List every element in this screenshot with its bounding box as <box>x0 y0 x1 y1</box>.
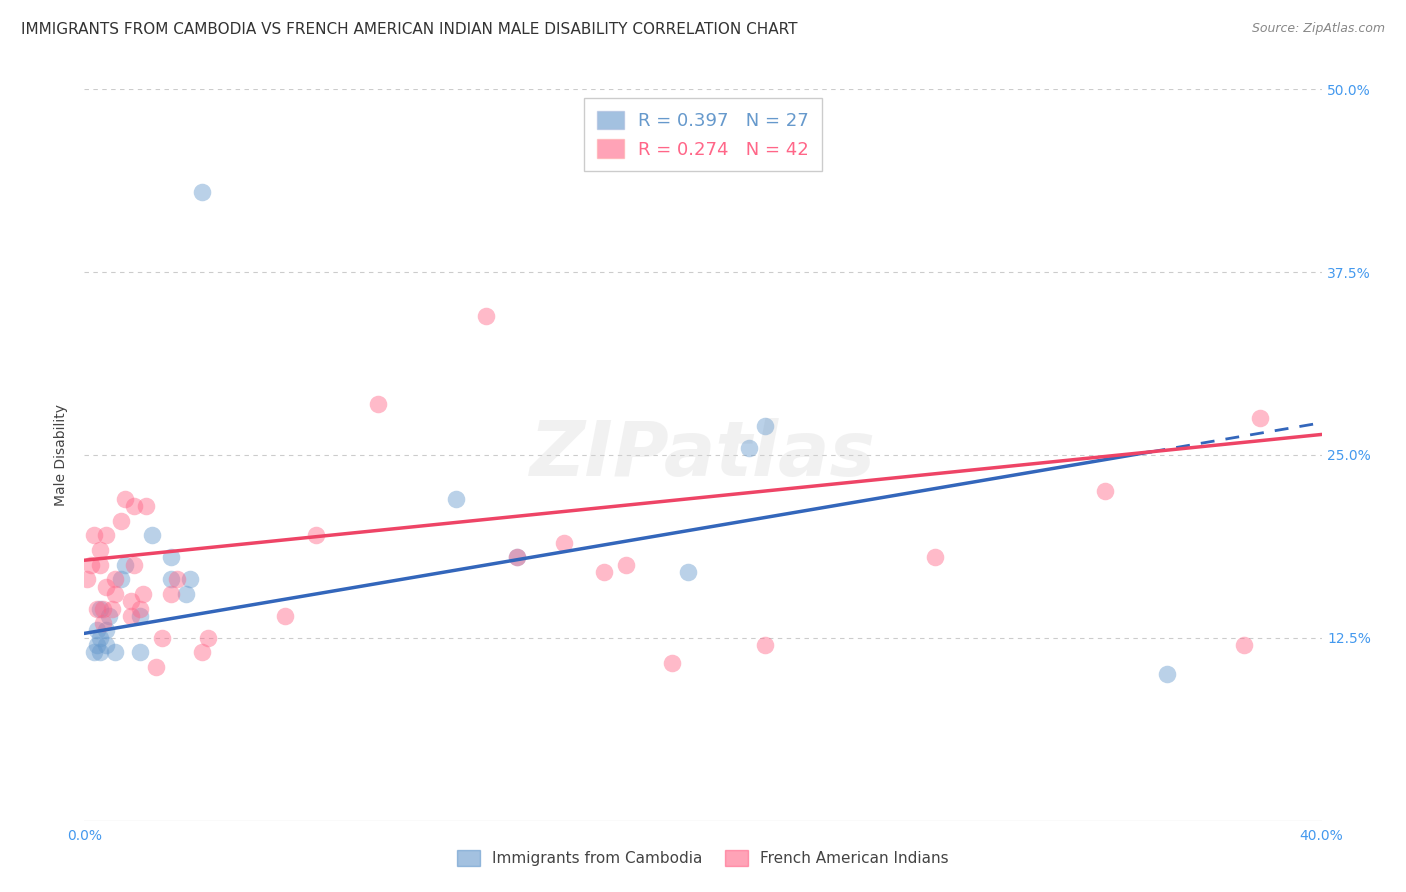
Point <box>120 594 142 608</box>
Point <box>89 558 111 572</box>
Legend: Immigrants from Cambodia, French American Indians: Immigrants from Cambodia, French America… <box>447 841 959 875</box>
Point <box>83 528 105 542</box>
Point <box>104 587 127 601</box>
Point <box>145 660 167 674</box>
Point <box>114 491 136 506</box>
Point <box>367 397 389 411</box>
Y-axis label: Male Disability: Male Disability <box>55 404 69 506</box>
Point <box>614 558 637 572</box>
Point <box>305 528 328 542</box>
Point <box>122 499 145 513</box>
Point <box>754 638 776 652</box>
Point <box>506 550 529 565</box>
Point <box>104 572 127 586</box>
Point <box>110 514 132 528</box>
Point <box>676 565 699 579</box>
Point <box>553 535 575 549</box>
Point <box>89 601 111 615</box>
Point <box>1094 484 1116 499</box>
Point <box>110 572 132 586</box>
Point <box>94 624 117 638</box>
Point <box>593 565 616 579</box>
Point <box>89 631 111 645</box>
Point <box>86 638 108 652</box>
Point <box>89 645 111 659</box>
Point <box>166 572 188 586</box>
Point <box>191 645 214 659</box>
Point <box>98 608 121 623</box>
Point <box>150 631 173 645</box>
Point <box>1156 667 1178 681</box>
Point <box>129 608 152 623</box>
Text: IMMIGRANTS FROM CAMBODIA VS FRENCH AMERICAN INDIAN MALE DISABILITY CORRELATION C: IMMIGRANTS FROM CAMBODIA VS FRENCH AMERI… <box>21 22 797 37</box>
Point <box>94 638 117 652</box>
Point <box>160 572 183 586</box>
Point <box>191 185 214 199</box>
Point <box>661 656 683 670</box>
Point <box>86 624 108 638</box>
Point <box>176 587 198 601</box>
Point <box>475 309 498 323</box>
Point <box>506 550 529 565</box>
Point <box>129 601 152 615</box>
Point <box>1249 411 1271 425</box>
Point <box>76 572 98 586</box>
Text: ZIPatlas: ZIPatlas <box>530 418 876 491</box>
Point <box>754 418 776 433</box>
Point <box>738 441 761 455</box>
Point <box>122 558 145 572</box>
Point <box>135 499 157 513</box>
Point <box>141 528 163 542</box>
Point <box>114 558 136 572</box>
Point <box>86 601 108 615</box>
Point <box>274 608 297 623</box>
Point <box>91 616 114 631</box>
Point <box>104 645 127 659</box>
Point <box>1233 638 1256 652</box>
Point <box>924 550 946 565</box>
Point <box>179 572 201 586</box>
Point <box>132 587 155 601</box>
Point <box>83 645 105 659</box>
Point <box>94 528 117 542</box>
Point <box>160 587 183 601</box>
Point <box>101 601 124 615</box>
Point <box>444 491 467 506</box>
Text: Source: ZipAtlas.com: Source: ZipAtlas.com <box>1251 22 1385 36</box>
Point <box>79 558 101 572</box>
Point <box>94 580 117 594</box>
Point <box>197 631 219 645</box>
Point <box>91 601 114 615</box>
Point <box>120 608 142 623</box>
Point <box>129 645 152 659</box>
Point <box>160 550 183 565</box>
Point <box>89 543 111 558</box>
